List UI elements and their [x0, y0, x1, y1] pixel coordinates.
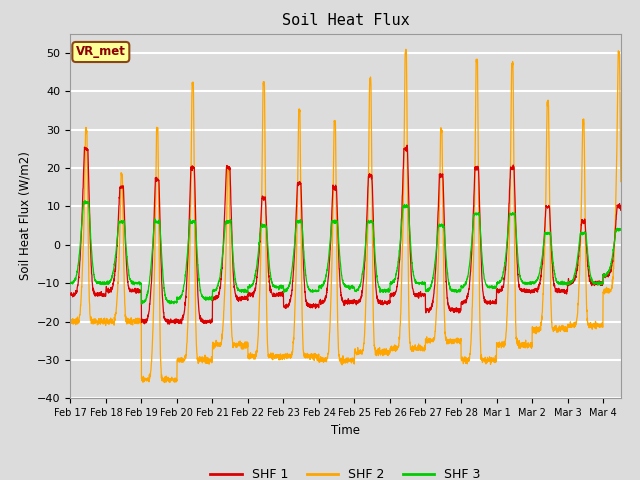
- Y-axis label: Soil Heat Flux (W/m2): Soil Heat Flux (W/m2): [19, 152, 31, 280]
- X-axis label: Time: Time: [331, 424, 360, 437]
- Title: Soil Heat Flux: Soil Heat Flux: [282, 13, 410, 28]
- Legend: SHF 1, SHF 2, SHF 3: SHF 1, SHF 2, SHF 3: [205, 463, 486, 480]
- Text: VR_met: VR_met: [76, 46, 126, 59]
